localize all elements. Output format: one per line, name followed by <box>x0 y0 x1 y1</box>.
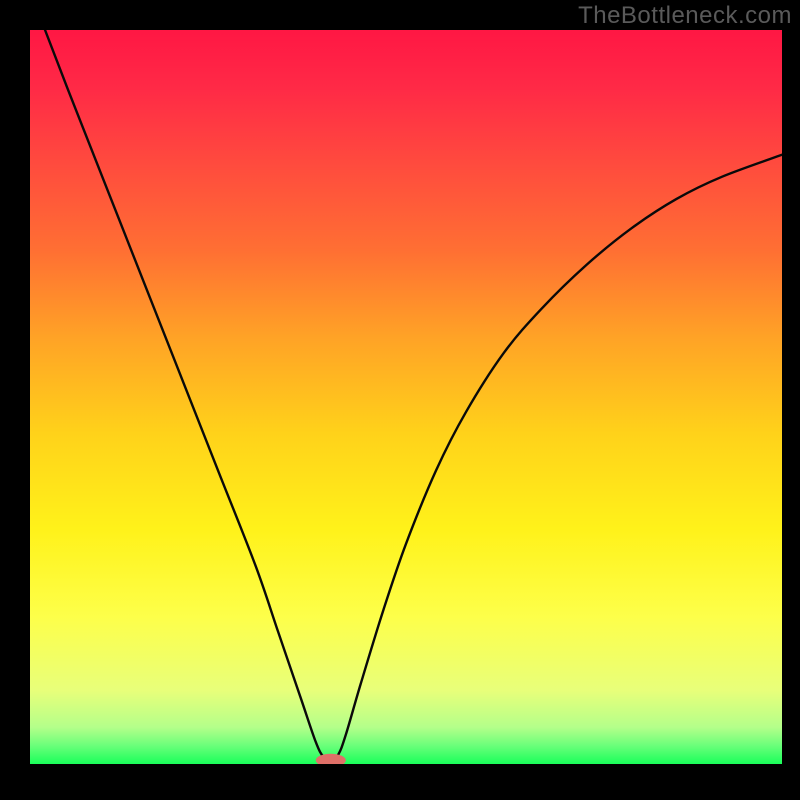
watermark-label: TheBottleneck.com <box>578 2 792 30</box>
chart-frame: TheBottleneck.com <box>0 0 800 800</box>
plot-area <box>30 30 782 764</box>
bottleneck-curve-chart <box>30 30 782 764</box>
gradient-background <box>30 30 782 764</box>
